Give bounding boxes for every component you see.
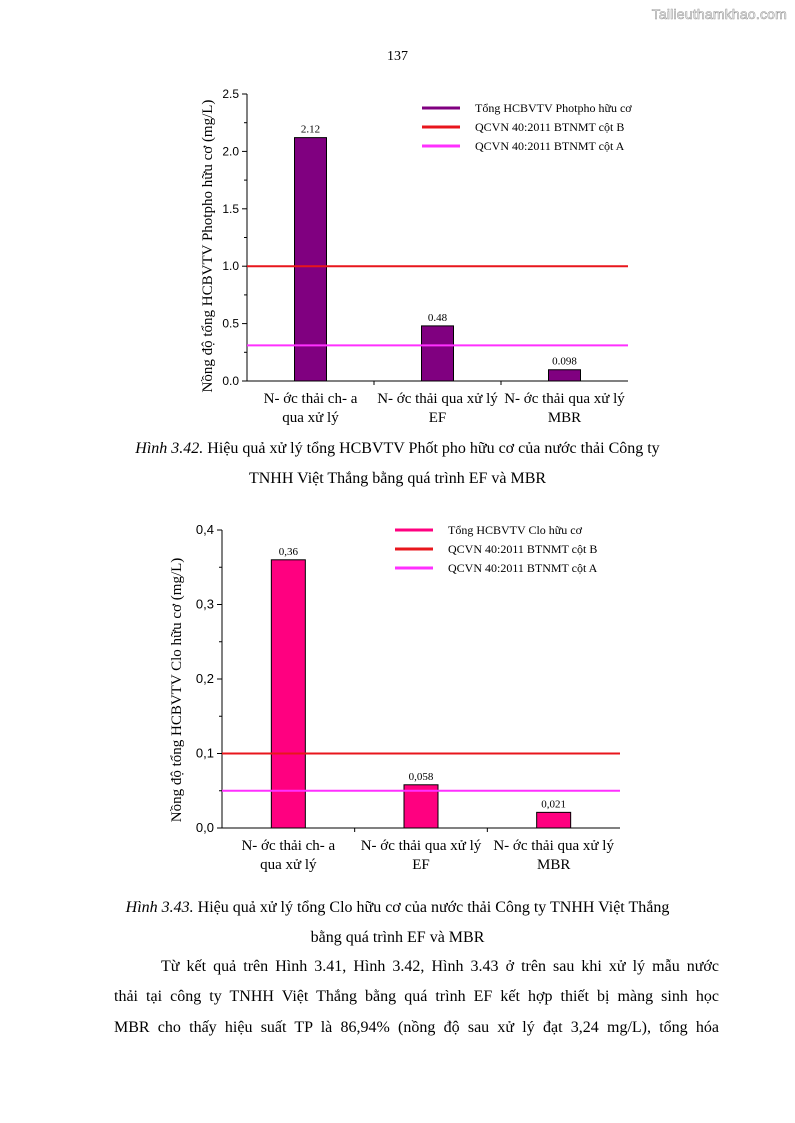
data-label: 0.48 (428, 312, 448, 324)
caption-text: Hiệu quả xử lý tổng Clo hữu cơ của nước … (193, 899, 670, 916)
bar (403, 784, 439, 829)
x-tick-label: N- ớc thải qua xử lý (504, 391, 625, 407)
y-tick-label: 1.0 (222, 259, 239, 273)
caption-label: Hình 3.43. (125, 899, 194, 916)
bar (421, 325, 454, 382)
x-tick-label: EF (429, 410, 447, 426)
y-tick-label: 1.5 (222, 202, 239, 216)
caption-text-line2: bằng quá trình EF và MBR (310, 929, 485, 946)
legend-label: QCVN 40:2011 BTNMT cột B (475, 120, 624, 134)
chart-photpho: 0.0 0.5 1.0 1.5 2.0 2.5 2.12 N- ớc thải ch- a qu… (200, 87, 632, 426)
x-tick-label: qua xử lý (282, 410, 339, 426)
caption-text: Hiệu quả xử lý tổng HCBVTV Phốt pho hữu … (203, 440, 660, 457)
paragraph-line: Từ kết quả trên Hình 3.41, Hình 3.42, Hì… (161, 958, 719, 975)
y-tick-label: 2.0 (222, 144, 239, 158)
y-tick-label: 0.0 (222, 374, 239, 388)
y-tick-label: 2.5 (222, 87, 239, 101)
x-tick-label: MBR (548, 410, 581, 426)
watermark: Tailieuthamkhao.com (651, 6, 787, 23)
caption-label: Hình 3.42. (135, 440, 204, 457)
bar (294, 137, 327, 382)
data-label: 0.098 (552, 356, 577, 368)
paragraph-line: thải tại công ty TNHH Việt Thắng bằng qu… (114, 988, 719, 1005)
x-tick-label: EF (412, 857, 430, 873)
y-tick-label: 0.5 (222, 317, 239, 331)
x-tick-label: N- ớc thải qua xử lý (493, 838, 614, 854)
x-tick-label: N- ớc thải qua xử lý (377, 391, 498, 407)
x-tick-label: N- ớc thải qua xử lý (361, 838, 482, 854)
x-tick-label: N- ớc thải ch- a (264, 391, 358, 407)
chart-clo: 0,0 0,1 0,2 0,3 0,4 0,36 N- ớc thải ch- a qua x… (169, 522, 620, 873)
y-tick-label: 0,1 (196, 746, 214, 761)
y-axis-label: Nồng độ tổng HCBVTV Clo hữu cơ (mg/L) (169, 558, 185, 823)
legend-label: QCVN 40:2011 BTNMT cột A (475, 139, 625, 153)
y-tick-label: 0,4 (196, 522, 214, 537)
data-label: 0,36 (279, 546, 299, 558)
y-tick-label: 0,0 (196, 820, 214, 835)
x-tick-label: MBR (537, 857, 570, 873)
bar (270, 559, 306, 829)
paragraph-line: MBR cho thấy hiệu suất TP là 86,94% (nồn… (114, 1019, 719, 1036)
x-tick-label: N- ớc thải ch- a (241, 838, 335, 854)
legend-label: Tổng HCBVTV Photpho hữu cơ (475, 101, 632, 115)
y-axis-label: Nồng độ tổng HCBVTV Photpho hữu cơ (mg/L… (200, 100, 216, 393)
legend-label: QCVN 40:2011 BTNMT cột B (448, 542, 597, 556)
bar (536, 811, 572, 829)
y-tick-label: 0,3 (196, 597, 214, 612)
y-tick-label: 0,2 (196, 671, 214, 686)
caption-text-line2: TNHH Việt Thắng bằng quá trình EF và MBR (248, 470, 547, 487)
figure-caption-3-43: Hình 3.43. Hiệu quả xử lý tổng Clo hữu c… (0, 893, 795, 953)
page-number: 137 (387, 49, 408, 64)
data-label: 2.12 (301, 124, 320, 136)
x-tick-label: qua xử lý (260, 857, 317, 873)
legend-label: Tổng HCBVTV Clo hữu cơ (448, 523, 583, 537)
figure-caption-3-42: Hình 3.42. Hiệu quả xử lý tổng HCBVTV Ph… (0, 434, 795, 494)
data-label: 0,021 (541, 798, 566, 810)
data-label: 0,058 (409, 771, 434, 783)
legend-label: QCVN 40:2011 BTNMT cột A (448, 561, 598, 575)
bar (548, 369, 581, 382)
